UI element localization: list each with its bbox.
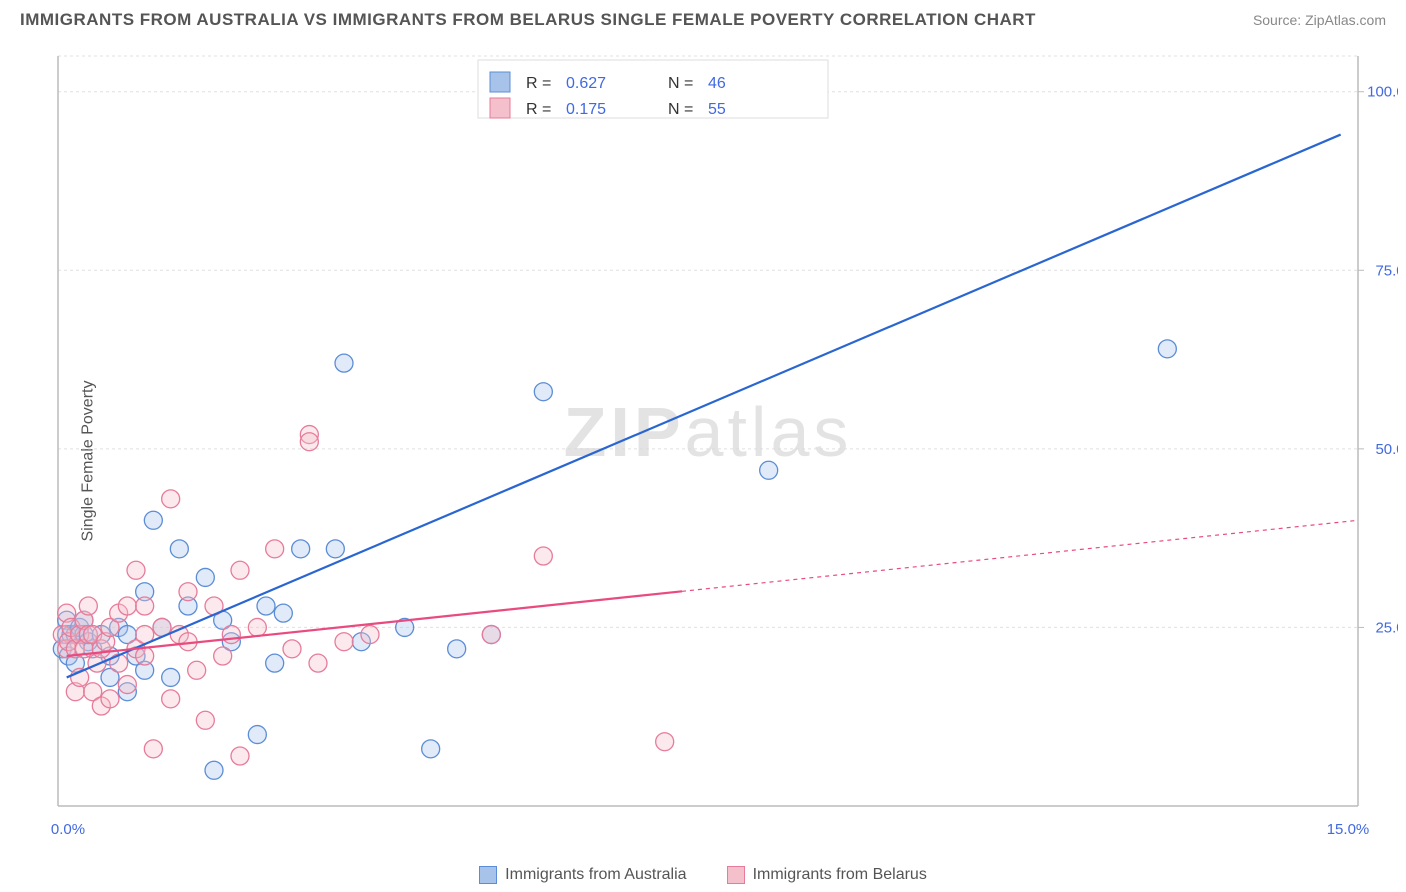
data-point <box>335 633 353 651</box>
stats-n-value: 46 <box>708 75 726 92</box>
data-point <box>656 733 674 751</box>
data-point <box>118 676 136 694</box>
stats-n-value: 55 <box>708 101 726 118</box>
data-point <box>248 618 266 636</box>
data-point <box>196 568 214 586</box>
data-point <box>136 647 154 665</box>
chart-area: Single Female Poverty 25.0%50.0%75.0%100… <box>0 36 1406 886</box>
data-point <box>214 647 232 665</box>
data-point <box>231 561 249 579</box>
data-point <box>127 561 145 579</box>
y-tick-label: 100.0% <box>1367 84 1398 101</box>
stats-swatch <box>490 98 510 118</box>
bottom-legend: Immigrants from Australia Immigrants fro… <box>0 866 1406 884</box>
legend-swatch <box>479 866 497 884</box>
data-point <box>309 654 327 672</box>
data-point <box>248 726 266 744</box>
data-point <box>534 383 552 401</box>
data-point <box>162 690 180 708</box>
data-point <box>205 761 223 779</box>
data-point <box>144 740 162 758</box>
data-point <box>448 640 466 658</box>
data-point <box>101 690 119 708</box>
stats-r-label: R = <box>526 75 551 92</box>
data-point <box>79 597 97 615</box>
data-point <box>482 626 500 644</box>
data-point <box>335 354 353 372</box>
y-tick-label: 25.0% <box>1375 619 1398 636</box>
trend-line <box>67 135 1341 678</box>
legend-label: Immigrants from Australia <box>505 866 686 884</box>
data-point <box>326 540 344 558</box>
data-point <box>136 597 154 615</box>
x-tick-label: 15.0% <box>1327 821 1370 838</box>
trend-line-extrapolated <box>682 520 1358 591</box>
y-tick-label: 50.0% <box>1375 441 1398 458</box>
scatter-plot: 25.0%50.0%75.0%100.0%ZIPatlas0.0%15.0%R … <box>38 36 1398 856</box>
data-point <box>534 547 552 565</box>
data-point <box>266 540 284 558</box>
data-point <box>300 433 318 451</box>
stats-r-label: R = <box>526 101 551 118</box>
y-tick-label: 75.0% <box>1375 262 1398 279</box>
data-point <box>144 511 162 529</box>
data-point <box>266 654 284 672</box>
header: IMMIGRANTS FROM AUSTRALIA VS IMMIGRANTS … <box>0 0 1406 36</box>
source-label: Source: ZipAtlas.com <box>1253 12 1386 28</box>
data-point <box>760 461 778 479</box>
data-point <box>292 540 310 558</box>
data-point <box>1158 340 1176 358</box>
data-point <box>188 661 206 679</box>
data-point <box>162 668 180 686</box>
stats-r-value: 0.627 <box>566 75 606 92</box>
stats-r-value: 0.175 <box>566 101 606 118</box>
data-point <box>118 597 136 615</box>
stats-n-label: N = <box>668 75 693 92</box>
data-point <box>231 747 249 765</box>
stats-swatch <box>490 72 510 92</box>
data-point <box>422 740 440 758</box>
data-point <box>162 490 180 508</box>
data-point <box>361 626 379 644</box>
data-point <box>274 604 292 622</box>
x-tick-label: 0.0% <box>51 821 85 838</box>
chart-title: IMMIGRANTS FROM AUSTRALIA VS IMMIGRANTS … <box>20 10 1036 30</box>
data-point <box>170 540 188 558</box>
legend-item: Immigrants from Australia <box>479 866 686 884</box>
legend-label: Immigrants from Belarus <box>753 866 927 884</box>
legend-swatch <box>727 866 745 884</box>
data-point <box>283 640 301 658</box>
data-point <box>179 583 197 601</box>
data-point <box>222 626 240 644</box>
data-point <box>196 711 214 729</box>
stats-n-label: N = <box>668 101 693 118</box>
legend-item: Immigrants from Belarus <box>727 866 927 884</box>
data-point <box>257 597 275 615</box>
